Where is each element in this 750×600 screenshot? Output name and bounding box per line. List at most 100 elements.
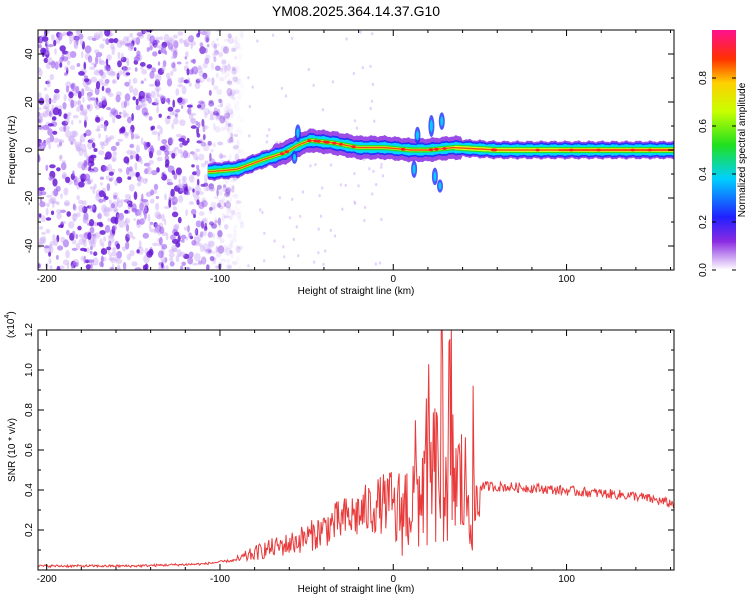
noise-speckle [236,248,242,254]
noise-speckle [143,209,146,216]
noise-speckle [190,151,195,155]
noise-speckle [145,94,149,102]
noise-speckle [38,92,42,97]
noise-speckle [81,236,87,243]
noise-speckle [60,193,63,199]
noise-speckle [41,36,49,42]
noise-speckle [184,38,190,48]
noise-speckle [177,234,181,243]
noise-speckle [371,82,375,86]
noise-speckle [180,76,185,83]
noise-speckle [158,36,164,41]
noise-speckle [182,150,188,159]
noise-speckle [105,38,110,45]
noise-speckle [167,77,172,81]
noise-speckle [99,141,105,146]
noise-speckle [261,210,264,215]
noise-speckle [38,69,43,77]
noise-speckle [152,51,158,57]
noise-speckle [90,242,96,248]
noise-speckle [297,254,300,258]
noise-speckle [112,107,116,112]
noise-speckle [235,243,239,251]
noise-speckle [265,140,269,144]
noise-speckle [227,78,232,83]
noise-speckle [230,107,234,114]
noise-speckle [95,51,103,58]
noise-speckle [206,187,209,192]
noise-speckle [46,202,50,208]
noise-speckle [49,265,53,270]
snr-ticks: -200 -100 0 100 0.2 0.4 0.6 0.8 1.0 1.2 [24,323,674,585]
noise-speckle [240,130,243,138]
noise-speckle [156,156,163,162]
noise-speckle [204,112,208,119]
noise-speckle [111,71,116,76]
noise-speckle [83,212,89,221]
noise-speckle [38,186,45,191]
noise-speckle [324,249,327,253]
noise-speckle [59,62,63,68]
noise-speckle [58,141,63,147]
noise-speckle [217,202,222,208]
noise-speckle [77,161,84,169]
noise-speckle [232,146,239,152]
noise-speckle [97,212,103,220]
noise-speckle [228,154,232,162]
noise-speckle [122,65,126,74]
noise-speckle [178,183,185,192]
noise-speckle [65,85,70,93]
noise-speckle [106,183,111,192]
noise-speckle [98,198,104,204]
noise-speckle [78,238,85,246]
noise-speckle [225,180,229,184]
noise-speckle [63,94,67,102]
noise-speckle [156,81,161,86]
noise-speckle [196,168,201,177]
noise-speckle [203,125,209,130]
noise-speckle [215,65,221,71]
noise-speckle [76,63,81,67]
xtick-label: -100 [210,574,230,585]
noise-speckle [108,240,112,247]
hot-spot [647,148,652,152]
noise-speckle [111,51,115,55]
noise-speckle [164,150,170,156]
noise-speckle [182,98,188,104]
noise-speckle [73,179,79,186]
noise-speckle [238,54,242,62]
noise-speckle [223,215,230,219]
xtick-label: -200 [37,574,57,585]
ytick-label: 1.2 [24,323,35,337]
noise-speckle [203,144,210,152]
noise-speckle [271,33,275,37]
noise-speckle [76,146,82,152]
noise-speckle [238,51,243,59]
noise-speckle [219,115,226,124]
noise-speckle [188,35,195,43]
noise-speckle [180,265,184,270]
noise-speckle [126,99,130,107]
noise-speckle [202,134,206,140]
noise-speckle [182,184,188,191]
ytick-label: 0 [24,147,35,153]
noise-speckle [62,102,67,110]
xtick-label: 100 [558,274,575,285]
noise-speckle [205,37,209,43]
noise-speckle [110,203,116,209]
noise-speckle [196,156,199,161]
noise-speckle [64,72,68,76]
noise-speckle [77,99,82,108]
noise-speckle [68,33,75,42]
hot-spot [400,147,406,151]
noise-speckle [218,152,223,160]
noise-speckle [126,116,132,124]
noise-speckle [235,68,238,74]
noise-speckle [212,111,216,116]
noise-speckle [104,156,108,160]
noise-speckle [295,225,298,229]
noise-speckle [239,222,244,229]
noise-speckle [223,244,228,253]
noise-speckle [224,112,231,119]
noise-speckle [201,200,208,208]
